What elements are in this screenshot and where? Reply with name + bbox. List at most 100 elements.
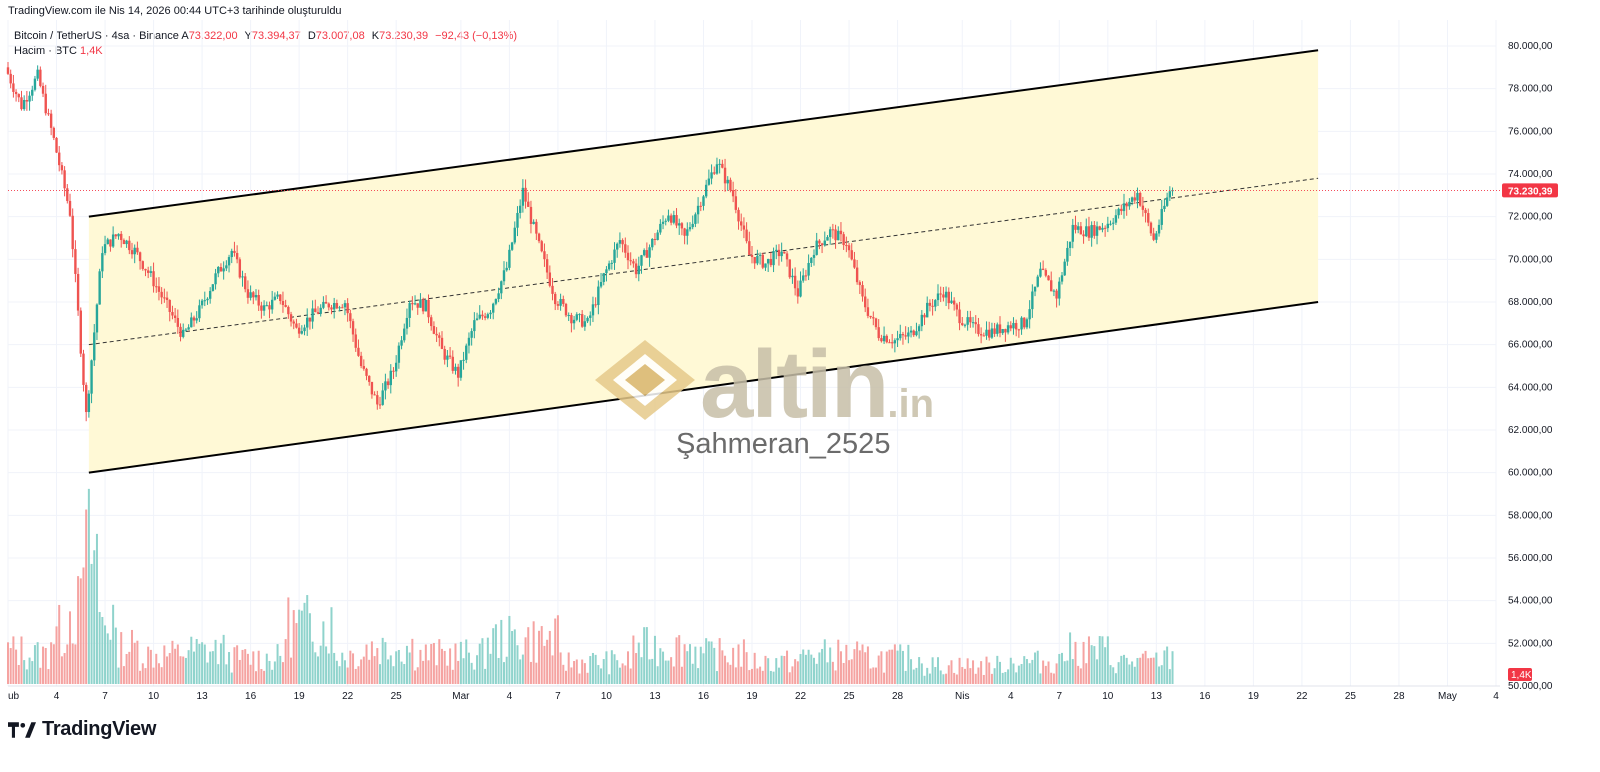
volume-bar xyxy=(653,635,656,684)
candle-body xyxy=(311,308,314,322)
volume-bar xyxy=(1147,658,1150,684)
volume-bar xyxy=(303,602,306,684)
volume-bar xyxy=(699,646,702,684)
candle-body xyxy=(125,240,128,245)
volume-bar xyxy=(287,597,290,684)
candle-body xyxy=(858,282,862,286)
candle-body xyxy=(1044,270,1048,276)
volume-bar xyxy=(931,657,934,684)
candle-body xyxy=(917,326,921,332)
volume-bar xyxy=(362,656,365,684)
candle-body xyxy=(362,366,366,369)
candle-body xyxy=(527,201,530,207)
volume-bar xyxy=(1039,673,1042,684)
volume-bar xyxy=(1079,668,1082,684)
volume-bar xyxy=(961,667,964,684)
time-tick-label: 4 xyxy=(507,691,513,702)
volume-bar xyxy=(1168,669,1171,684)
candle-body xyxy=(465,345,468,360)
candle-body xyxy=(1168,191,1172,198)
volume-bar xyxy=(333,652,336,684)
candle-body xyxy=(793,275,797,289)
volume-bar xyxy=(338,666,341,684)
volume-bar xyxy=(465,639,468,684)
volume-bar xyxy=(551,655,554,684)
candle-body xyxy=(820,243,824,246)
candle-body xyxy=(1157,224,1161,234)
chart-legend: Bitcoin / TetherUS · 4sa · Binance A73.3… xyxy=(14,29,521,59)
volume-bar xyxy=(826,662,829,684)
time-tick-label: 19 xyxy=(1248,691,1260,702)
volume-bar xyxy=(613,654,616,684)
candle-body xyxy=(548,272,552,286)
volume-bar xyxy=(621,663,624,684)
candle-body xyxy=(133,247,136,255)
candle-body xyxy=(376,395,379,405)
candle-body xyxy=(704,184,708,197)
volume-bar xyxy=(953,672,956,684)
volume-bar xyxy=(543,645,546,684)
time-tick-label: 10 xyxy=(1102,691,1114,702)
candle-body xyxy=(726,179,729,184)
candle-body xyxy=(1093,225,1096,236)
volume-bar xyxy=(713,647,716,684)
candle-body xyxy=(1085,226,1088,237)
volume-bar xyxy=(648,659,651,684)
volume-bar xyxy=(839,651,842,684)
volume-label[interactable]: Hacim · BTC xyxy=(14,45,77,57)
candle-body xyxy=(1122,203,1126,212)
volume-bar xyxy=(1017,665,1020,684)
candle-body xyxy=(416,303,419,308)
candle-body xyxy=(721,163,724,168)
candle-body xyxy=(985,329,988,336)
price-tick-label: 56.000,00 xyxy=(1508,553,1553,564)
volume-bar xyxy=(357,666,360,684)
volume-bar xyxy=(500,619,503,684)
candle-body xyxy=(173,315,177,318)
volume-bar xyxy=(937,657,939,684)
volume-bar xyxy=(1061,652,1063,684)
volume-bar xyxy=(505,656,508,684)
candle-body xyxy=(219,267,223,272)
candle-body xyxy=(225,265,228,269)
channel-lower-line xyxy=(88,301,1319,474)
candle-body xyxy=(915,331,918,336)
volume-bar xyxy=(411,638,414,684)
volume-bar xyxy=(1101,636,1104,684)
candle-body xyxy=(365,368,368,376)
symbol-label[interactable]: Bitcoin / TetherUS · 4sa · Binance xyxy=(14,30,179,42)
candle-body xyxy=(661,221,665,224)
candle-body xyxy=(723,167,727,184)
candle-body xyxy=(993,328,996,334)
volume-bar xyxy=(726,662,729,684)
candle-body xyxy=(198,305,201,319)
tradingview-brand[interactable]: TradingView xyxy=(8,718,156,741)
candle-body xyxy=(990,328,994,338)
candle-body xyxy=(93,332,96,361)
candle-body xyxy=(1090,225,1093,238)
candle-body xyxy=(370,381,374,395)
candle-body xyxy=(74,249,77,274)
volume-bar xyxy=(77,576,80,684)
volume-bar xyxy=(980,661,983,684)
volume-bar xyxy=(767,658,770,684)
volume-bar xyxy=(298,609,301,684)
volume-bar xyxy=(934,667,937,684)
volume-bar xyxy=(354,668,357,684)
price-tick-label: 68.000,00 xyxy=(1508,297,1553,308)
candle-body xyxy=(516,212,519,228)
candle-body xyxy=(400,340,403,346)
candle-body xyxy=(1147,213,1150,223)
candle-body xyxy=(750,254,754,258)
candle-body xyxy=(777,249,781,257)
volume-bar xyxy=(190,636,193,684)
volume-bar xyxy=(295,623,298,684)
volume-bar xyxy=(1020,664,1023,684)
candle-body xyxy=(1041,268,1045,271)
volume-bar xyxy=(368,659,371,684)
volume-bar xyxy=(60,656,63,684)
candle-body xyxy=(359,355,363,367)
volume-bar xyxy=(794,659,797,684)
volume-bar xyxy=(821,648,824,684)
